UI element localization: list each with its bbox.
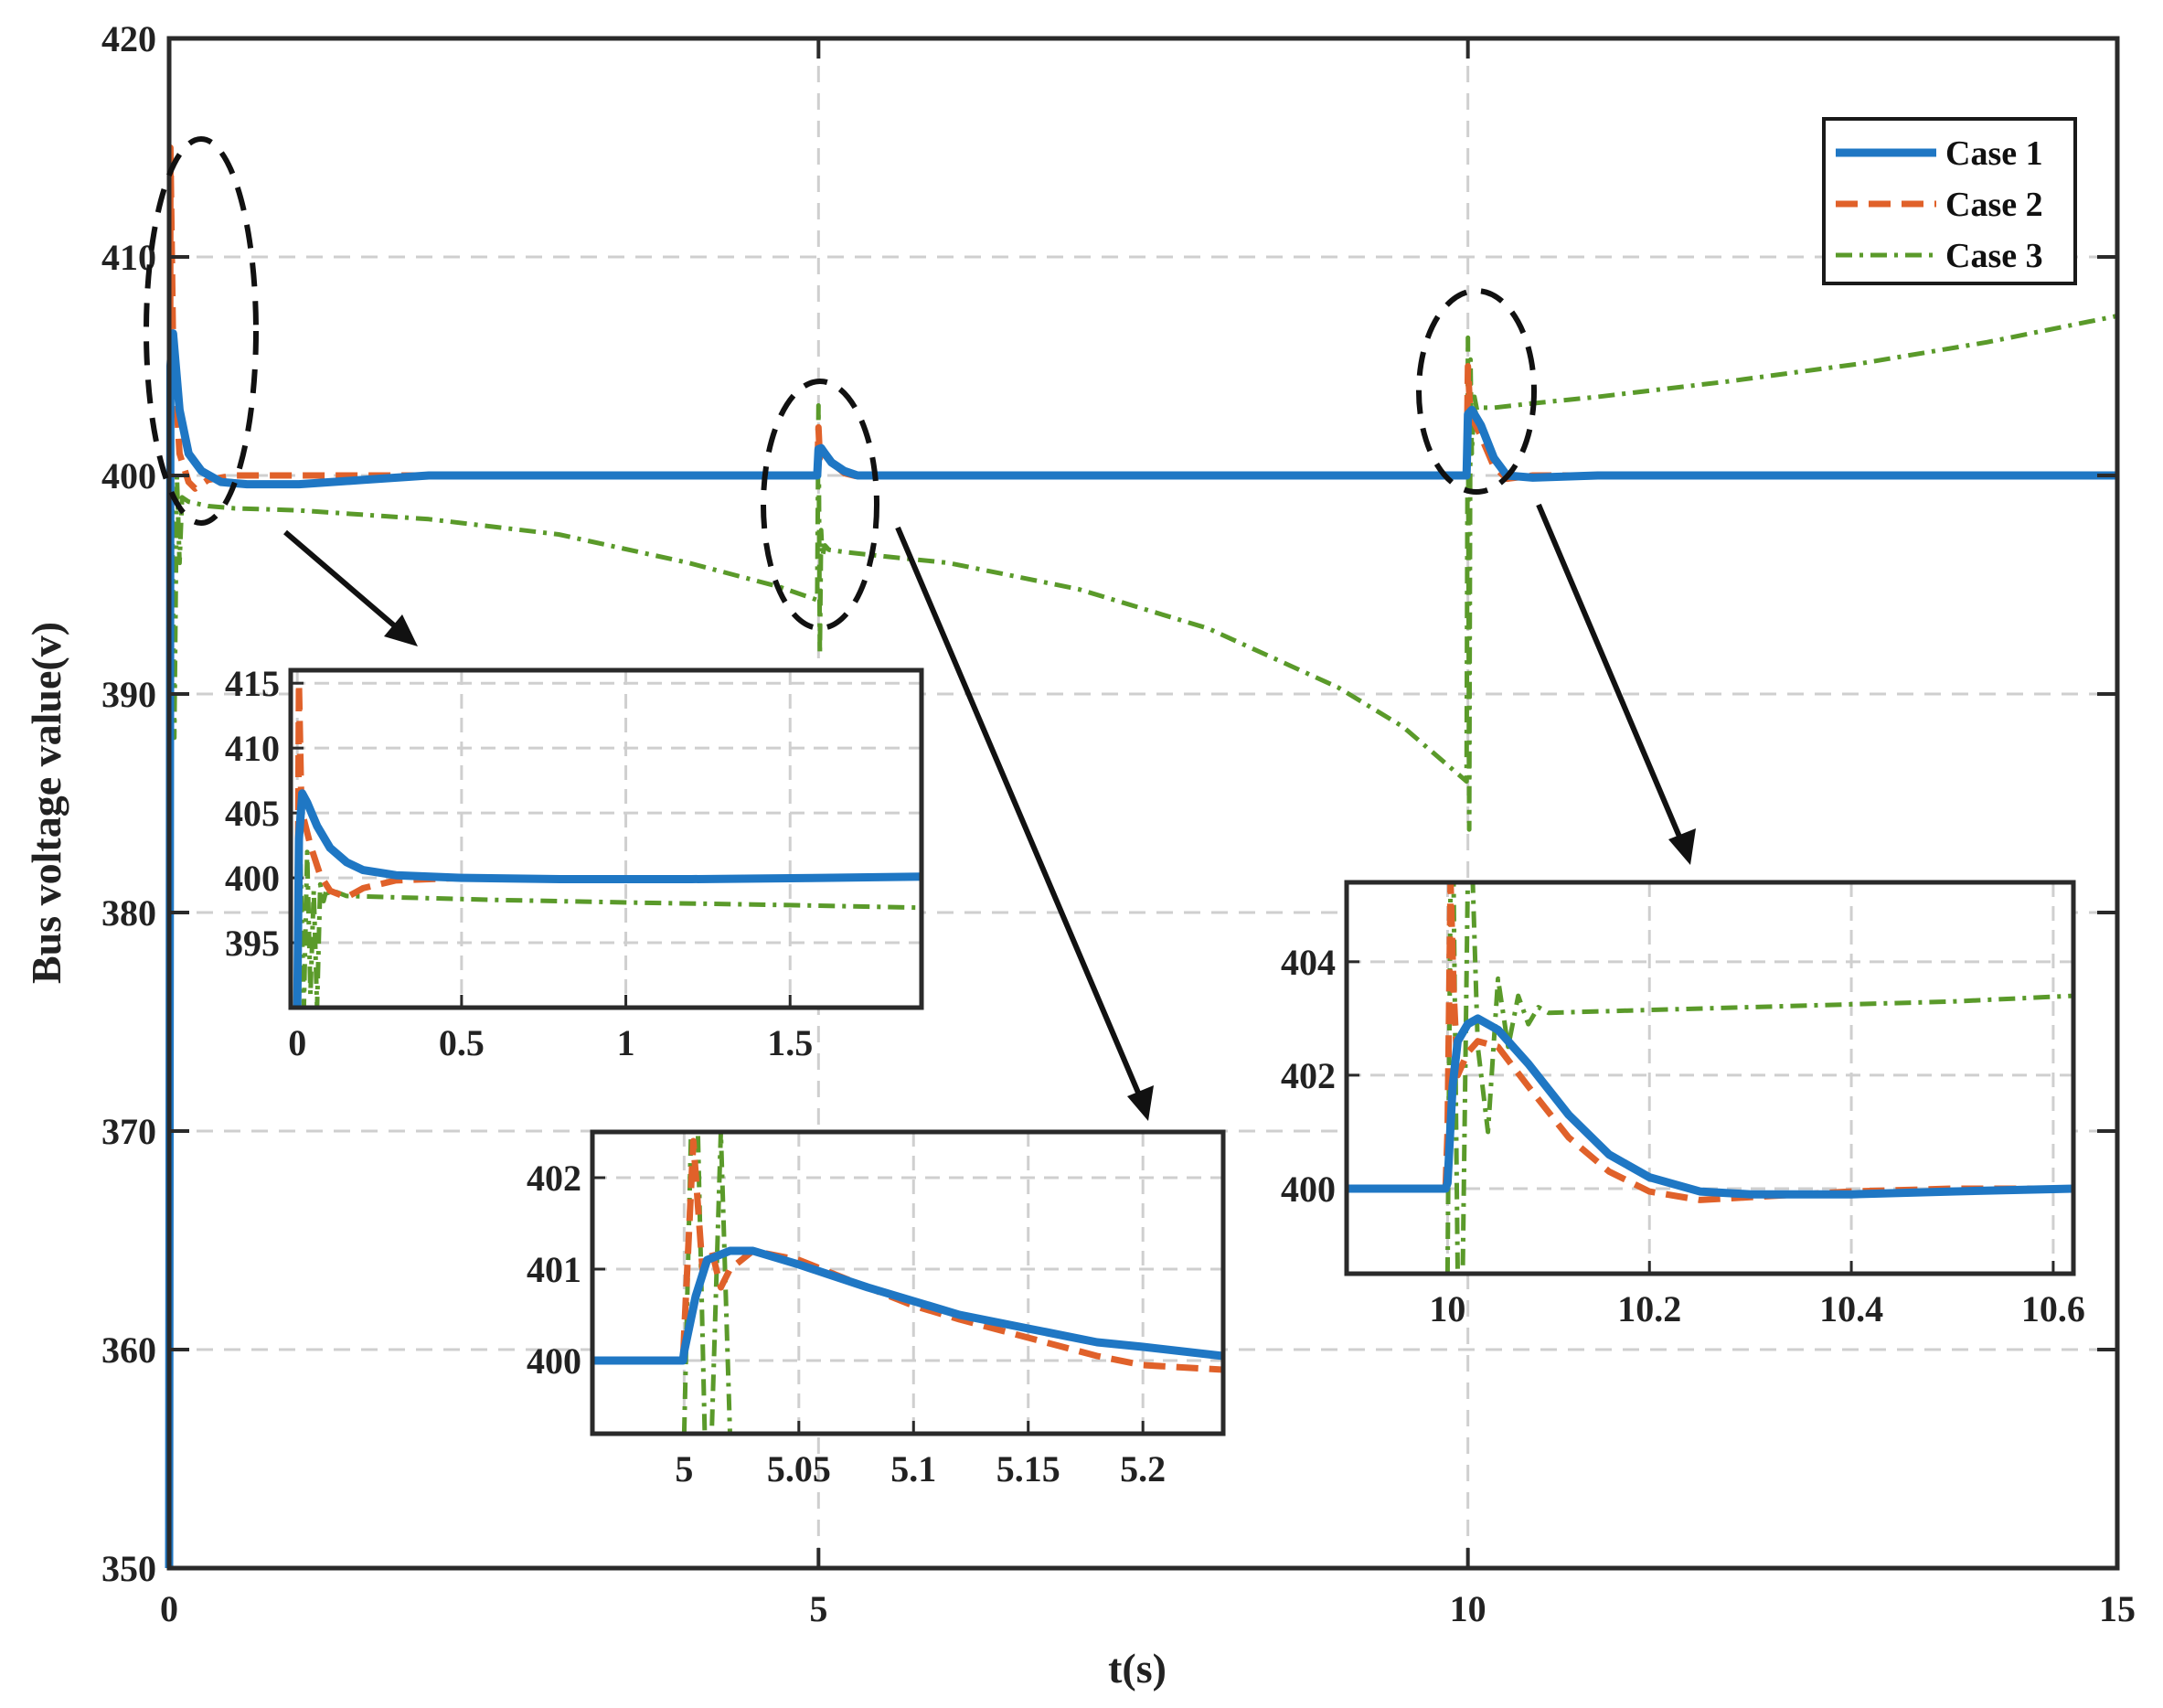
- inset-x-tick-label: 5.05: [767, 1448, 831, 1489]
- inset-y-tick-label: 404: [1281, 942, 1336, 983]
- zoom-ellipse-10s: [1416, 288, 1537, 495]
- legend-label-case1: Case 1: [1945, 134, 2043, 173]
- inset-y-tick-label: 415: [225, 663, 280, 704]
- y-tick-label: 380: [101, 892, 156, 934]
- inset-frame: [590, 1129, 1226, 1436]
- inset-frame: [1344, 880, 2076, 1276]
- inset-series-group: [592, 1132, 1223, 1434]
- main-ticks: [167, 37, 2119, 1570]
- inset-series-line-case1: [592, 1246, 1223, 1365]
- inset-x-tick-label: 0: [288, 1022, 306, 1063]
- inset-y-tick-label: 401: [527, 1249, 581, 1290]
- legend-label-case2: Case 2: [1945, 186, 2043, 224]
- inset-x-tick-label: 5: [675, 1448, 693, 1489]
- inset-x-tick-label: 5.15: [996, 1448, 1060, 1489]
- inset-x-tick-label: 5.1: [890, 1448, 936, 1489]
- series-line-case3: [166, 314, 2118, 1569]
- inset-series-line-case3: [1444, 882, 2073, 1274]
- inset-series-group: [293, 679, 922, 1008]
- main-plot-frame: [166, 36, 2120, 1571]
- y-tick-label: 360: [101, 1329, 156, 1371]
- zoom-arrow-start: [283, 529, 418, 646]
- y-tick-label: 420: [101, 18, 156, 59]
- inset-series-line-case3: [294, 849, 922, 1008]
- zoom-ellipse-start: [144, 136, 259, 526]
- zoom-annotations: [144, 136, 1696, 1121]
- inset-frame: [288, 667, 924, 1010]
- inset-y-tick-label: 400: [225, 858, 280, 899]
- inset-x-tick-label: 1: [617, 1022, 635, 1063]
- inset-x-tick-label: 1.5: [767, 1022, 813, 1063]
- inset-y-tick-label: 402: [527, 1158, 581, 1199]
- inset-series-line-case1: [1347, 1014, 2073, 1199]
- legend-label-case3: Case 3: [1945, 237, 2043, 275]
- inset-x-tick-label: 10: [1429, 1288, 1465, 1329]
- zoom-ellipse-5s: [761, 379, 879, 631]
- inset-x-tick-label: 10.4: [1819, 1288, 1883, 1329]
- inset-plots: 0 0.5 1 1.5 395 400 405 410 415 5 5.05 5.1 5.15 5.2 40…: [225, 663, 2085, 1489]
- inset-x-tick-label: 10.2: [1617, 1288, 1681, 1329]
- inset-x-tick-label: 0.5: [439, 1022, 485, 1063]
- y-tick-label: 350: [101, 1548, 156, 1589]
- inset-y-tick-label: 410: [225, 728, 280, 769]
- x-tick-label: 0: [160, 1588, 178, 1629]
- inset-x-tick-label: 5.2: [1120, 1448, 1166, 1489]
- inset-y-tick-label: 400: [1281, 1169, 1336, 1210]
- inset-y-tick-label: 395: [225, 923, 280, 964]
- inset-x-tick-label: 10.6: [2021, 1288, 2085, 1329]
- inset-series-group: [1347, 882, 2073, 1274]
- y-tick-label: 400: [101, 455, 156, 496]
- y-tick-label: 370: [101, 1111, 156, 1152]
- legend: Case 1 Case 2 Case 3: [1822, 117, 2077, 285]
- x-axis-title: t(s): [1108, 1645, 1167, 1692]
- inset-y-tick-label: 405: [225, 793, 280, 834]
- inset-2: 5 5.05 5.1 5.15 5.2 400 401 402: [527, 1129, 1226, 1489]
- x-tick-label: 5: [809, 1588, 827, 1629]
- inset-series-line-case1: [293, 789, 922, 1008]
- legend-box: [1822, 117, 2077, 285]
- zoom-arrow-10s: [1536, 503, 1696, 865]
- inset-1: 0 0.5 1 1.5 395 400 405 410 415: [225, 663, 924, 1063]
- y-axis-title: Bus voltage value(v): [23, 622, 69, 984]
- x-tick-label: 15: [2099, 1588, 2136, 1629]
- inset-y-tick-label: 400: [527, 1340, 581, 1382]
- x-tick-label: 10: [1450, 1588, 1486, 1629]
- inset-y-tick-label: 402: [1281, 1055, 1336, 1096]
- y-tick-label: 390: [101, 674, 156, 715]
- inset-background: [291, 670, 922, 1008]
- inset-3: 10 10.2 10.4 10.6 400 402 404: [1281, 880, 2085, 1329]
- zoom-arrow-5s: [895, 526, 1154, 1121]
